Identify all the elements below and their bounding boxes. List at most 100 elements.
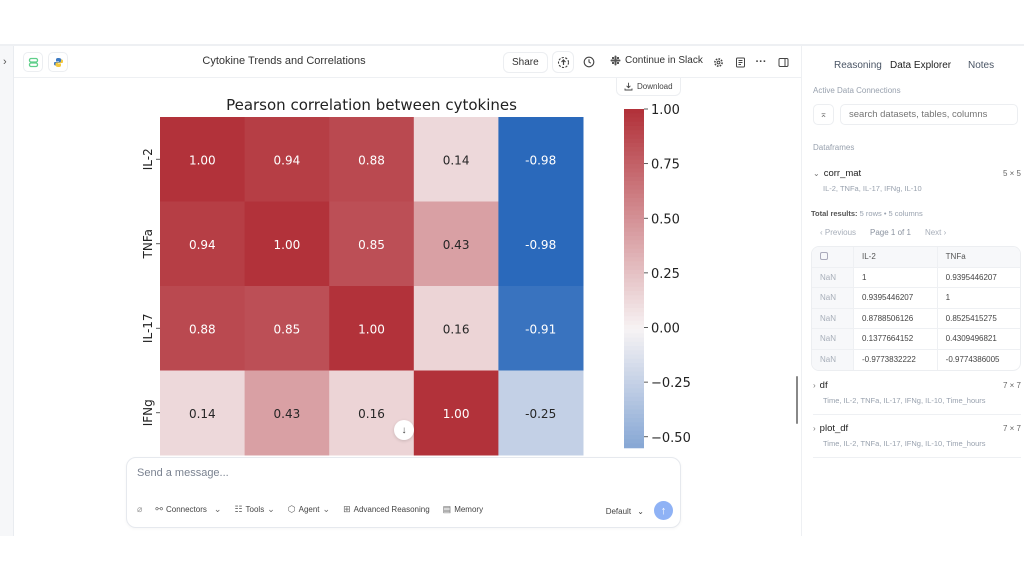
table-cell: -0.9774386005 [945,355,1000,365]
dataframe-name: plot_df [819,423,849,434]
colorbar-segment [624,151,644,157]
dataframe-item-df[interactable]: › df 7 × 7 Time, IL-2, TNFa, IL-17, IFNg,… [813,380,1021,405]
colorbar-segment [624,434,644,440]
colorbar-segment [624,189,644,195]
colorbar-segment [624,396,644,402]
heatmap-cell [498,286,584,371]
more-options-icon[interactable]: ··· [755,56,767,68]
memory-button[interactable]: ▤ Memory [443,504,483,515]
message-input[interactable]: Send a message... [137,467,229,479]
notebook-button[interactable] [731,53,749,71]
dataframe-columns: Time, IL-2, TNFa, IL-17, IFNg, IL-10, Ti… [823,396,986,405]
colorbar-segment [624,307,644,313]
advanced-reasoning-button[interactable]: ⊞ Advanced Reasoning [343,504,430,515]
table-cell: 0.1377664152 [854,329,938,350]
python-button[interactable] [48,52,68,72]
dataframe-dims: 5 × 5 [1002,169,1021,178]
cell-value-label: 0.14 [443,153,470,167]
correlation-heatmap-figure: Pearson correlation between cytokines 1.0… [114,96,704,456]
tools-icon: ☷ [234,503,243,514]
connectors-button[interactable]: ⚯ Connectors ⌄ [155,504,221,515]
top-bar: Cytokine Trends and Correlations Share C… [14,46,801,78]
colorbar-segment [624,210,644,216]
publish-button[interactable] [552,51,574,73]
dataframe-item-corr-mat[interactable]: ⌄ corr_mat 5 × 5 IL-2, TNFa, IL-17, IFNg,… [813,168,1021,193]
colorbar-segment [624,265,644,271]
dataframe-columns: Time, IL-2, TNFa, IL-17, IFNg, IL-10, Ti… [823,439,986,448]
colorbar-segment [624,219,644,224]
database-button[interactable] [23,52,43,72]
select-all-checkbox[interactable] [812,247,854,268]
send-button[interactable]: ↑ [654,501,673,520]
share-button[interactable]: Share [503,52,548,73]
cell-value-label: -0.98 [525,238,556,252]
colorbar-segment [624,286,644,292]
toggle-panel-button[interactable] [774,53,792,71]
column-header[interactable]: TNFa [937,247,1020,268]
cell-value-label: -0.25 [525,407,556,421]
table-cell: -0.9773832222 [854,349,938,370]
expand-sidebar-icon[interactable]: › [3,56,7,68]
total-results: Total results: 5 rows • 5 columns [811,209,923,218]
memory-label: Memory [454,504,484,514]
next-label: Next [924,228,942,237]
colorbar-segment [624,202,644,207]
left-rail: › [0,46,14,536]
pagination: ‹ Previous Page 1 of 1 Next › [820,228,946,237]
collapse-button[interactable]: ⌅ [813,104,834,125]
connectors-label: Connectors [165,504,207,514]
cell-value-label: 0.43 [274,407,301,421]
colorbar-segment [624,274,644,279]
main-pane: Cytokine Trends and Correlations Share C… [14,46,801,536]
dataframe-item-plot-df[interactable]: › plot_df 7 × 7 Time, IL-2, TNFa, IL-17, … [813,423,1021,448]
attach-button[interactable]: ⌀ [137,504,142,515]
colorbar-segment [624,257,644,263]
model-select[interactable]: Default ⌄ [606,507,644,516]
colorbar-segment [624,185,644,191]
colorbar-segment [624,109,644,114]
table-cell: 0.8788506126 [854,308,938,329]
table-cell: 0.9395446207 [854,288,938,309]
dataframe-table: IL-2 TNFa NaN 1 0.9395446207 NaN 0.93954462… [811,246,1021,371]
colorbar-segment [624,176,644,182]
agent-button[interactable]: ⬡ Agent ⌄ [288,504,330,515]
tab-data-explorer[interactable]: Data Explorer [890,60,952,71]
colorbar-segment [624,401,644,406]
column-header[interactable]: IL-2 [854,247,938,268]
arrow-up-icon: ↑ [660,504,667,517]
continue-in-slack-button[interactable]: Continue in Slack [610,55,703,66]
colorbar-segment [624,405,644,411]
download-button[interactable]: Download [616,78,681,96]
reasoning-icon: ⊞ [343,503,351,514]
colorbar-segment [624,303,644,309]
clock-icon [583,56,595,68]
next-page-button[interactable]: Next › [924,228,947,237]
scroll-to-bottom-button[interactable]: ↓ [394,420,414,440]
tab-reasoning[interactable]: Reasoning [834,60,882,71]
tools-button[interactable]: ☷ Tools ⌄ [234,504,274,515]
colorbar-segment [624,214,644,220]
colorbar-segment [624,430,644,436]
row-index: NaN [812,349,854,370]
colorbar-segment [624,193,644,199]
upload-circle-icon [557,56,569,68]
colorbar-tick-label: 0.25 [651,267,680,282]
python-icon [53,57,63,67]
dataset-search-input[interactable] [840,104,1018,125]
colorbar-tick-label: 0.75 [651,158,680,173]
panel-resize-handle[interactable] [796,376,798,424]
heatmap-cell [498,201,584,287]
table-row: NaN 0.1377664152 0.4309496821 [812,329,1020,350]
heatmap-cell [160,201,246,287]
colorbar-segment [624,354,644,360]
chevron-down-icon: ⌄ [213,503,222,514]
table-cell: 1 [937,288,1020,309]
table-header-row: IL-2 TNFa [812,247,1020,268]
tab-notes[interactable]: Notes [968,60,995,71]
heatmap-cell [329,286,415,371]
settings-button[interactable] [709,53,727,71]
history-button[interactable] [580,53,598,71]
cell-value-label: 0.14 [189,407,216,421]
row-index: NaN [812,288,854,309]
previous-page-button[interactable]: ‹ Previous [820,228,857,237]
